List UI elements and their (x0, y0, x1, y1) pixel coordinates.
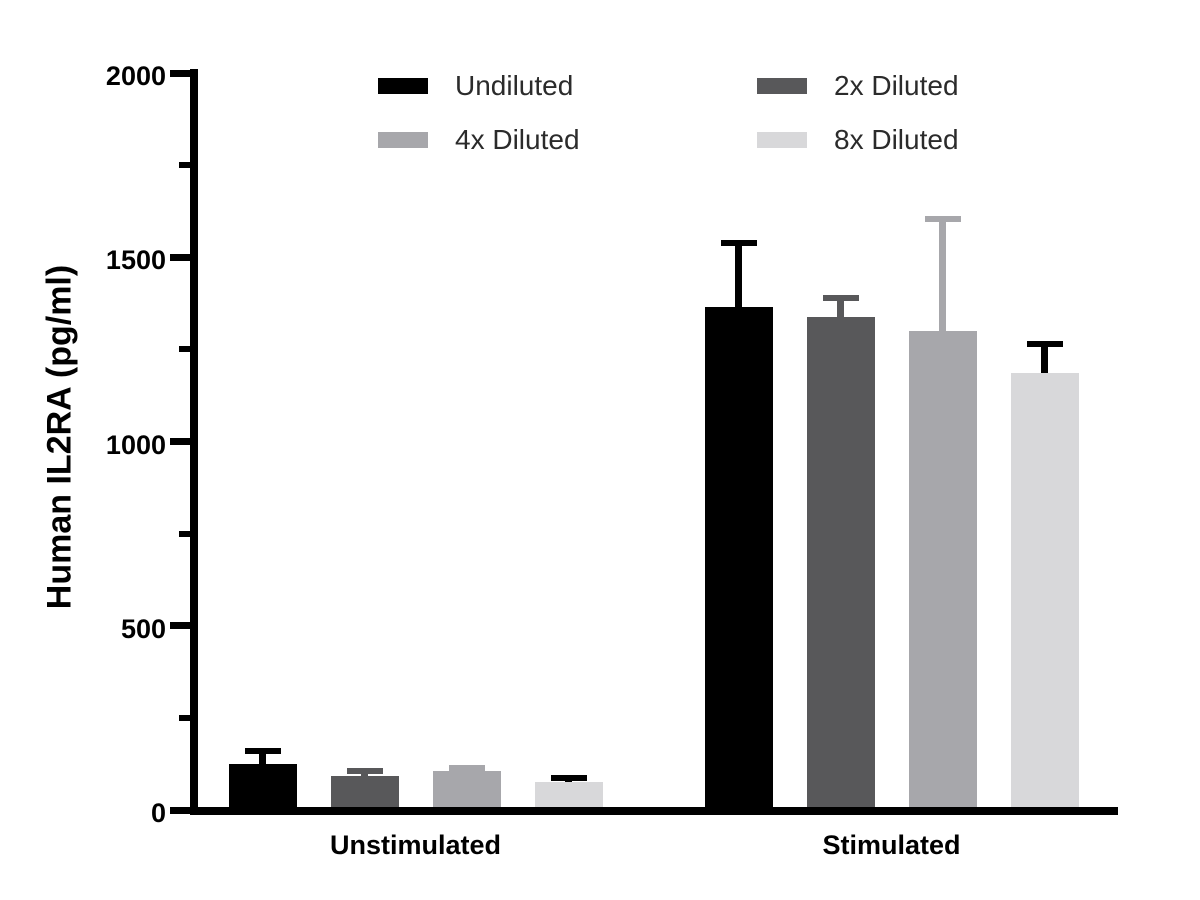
x-axis-line (190, 807, 1118, 815)
bar-undiluted-unstimulated (228, 763, 297, 810)
error-bar-cap-8x-diluted-stimulated (1026, 340, 1063, 347)
legend-label-8x-diluted: 8x Diluted (834, 124, 959, 155)
legend-swatch-8x-diluted (757, 132, 807, 148)
y-tick-label-1000: 1000 (105, 429, 166, 460)
x-category-label-stimulated: Stimulated (822, 830, 961, 860)
error-bar-cap-undiluted-unstimulated (244, 748, 281, 755)
error-bar-stem-undiluted-stimulated (735, 242, 742, 307)
error-bar-cap-4x-diluted-unstimulated (448, 764, 485, 771)
error-bar-stem-4x-diluted-stimulated (939, 218, 946, 331)
bar-4x-diluted-stimulated (908, 330, 977, 810)
bar-8x-diluted-stimulated (1010, 372, 1079, 810)
legend-label-4x-diluted: 4x Diluted (455, 124, 580, 155)
error-bar-cap-8x-diluted-unstimulated (550, 775, 587, 782)
error-bar-cap-4x-diluted-stimulated (924, 215, 961, 222)
error-bar-stem-8x-diluted-stimulated (1041, 343, 1048, 373)
error-bar-cap-2x-diluted-unstimulated (346, 767, 383, 774)
legend-item-4x-diluted: 4x Diluted (378, 124, 580, 156)
bar-2x-diluted-stimulated (806, 316, 875, 810)
bar-4x-diluted-unstimulated (432, 770, 501, 810)
y-minor-tick-250 (179, 714, 198, 721)
error-bar-stem-2x-diluted-stimulated (837, 297, 844, 317)
bar-undiluted-stimulated (704, 306, 773, 810)
legend-item-2x-diluted: 2x Diluted (757, 70, 959, 102)
legend-swatch-4x-diluted (378, 132, 428, 148)
y-tick-label-500: 500 (120, 613, 166, 644)
error-bar-cap-undiluted-stimulated (720, 239, 757, 246)
y-major-tick-1500 (170, 253, 198, 261)
error-bar-stem-undiluted-unstimulated (259, 751, 266, 764)
y-tick-label-2000: 2000 (105, 61, 166, 91)
legend-label-2x-diluted: 2x Diluted (834, 70, 959, 101)
y-major-tick-500 (170, 622, 198, 630)
legend-item-undiluted: Undiluted (378, 70, 573, 102)
y-minor-tick-750 (179, 530, 198, 537)
y-minor-tick-1750 (179, 162, 198, 169)
error-bar-cap-2x-diluted-stimulated (822, 294, 859, 301)
bar-2x-diluted-unstimulated (330, 776, 399, 810)
legend-label-undiluted: Undiluted (455, 70, 574, 101)
bar-8x-diluted-unstimulated (534, 781, 603, 810)
x-category-label-unstimulated: Unstimulated (329, 830, 502, 860)
legend-item-8x-diluted: 8x Diluted (757, 124, 959, 156)
legend-swatch-2x-diluted (757, 78, 807, 94)
y-minor-tick-1250 (179, 346, 198, 353)
y-tick-label-1500: 1500 (105, 245, 166, 276)
y-tick-label-0: 0 (150, 798, 166, 828)
y-major-tick-1000 (170, 438, 198, 445)
y-major-tick-2000 (170, 69, 198, 77)
legend-swatch-undiluted (378, 78, 428, 94)
y-major-tick-0 (170, 806, 198, 814)
